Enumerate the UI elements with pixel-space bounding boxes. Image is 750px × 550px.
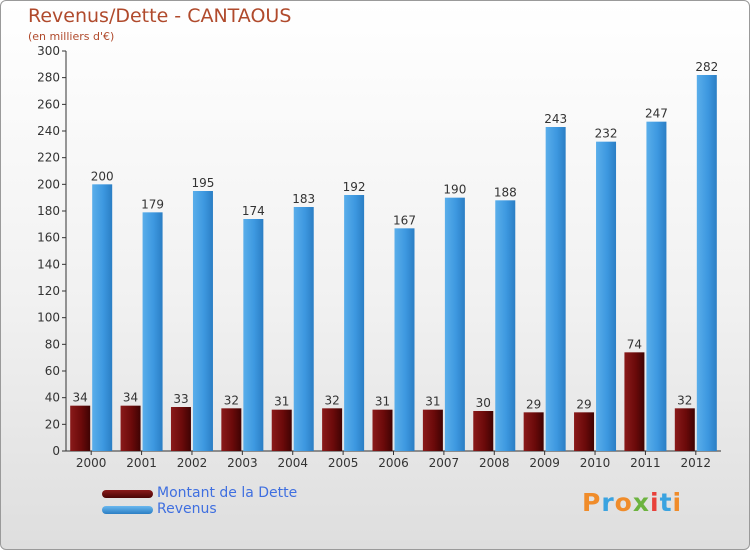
data-label-dette: 29 bbox=[526, 397, 541, 411]
bar-revenus bbox=[344, 195, 365, 451]
bar-revenus bbox=[444, 197, 465, 451]
data-label-revenus: 195 bbox=[192, 176, 215, 190]
bar-dette bbox=[574, 412, 595, 451]
data-label-revenus: 190 bbox=[443, 183, 466, 197]
data-label-dette: 32 bbox=[677, 393, 692, 407]
data-label-revenus: 174 bbox=[242, 204, 265, 218]
x-tick-label: 2003 bbox=[227, 456, 258, 470]
y-tick-label: 0 bbox=[52, 444, 60, 458]
data-label-revenus: 243 bbox=[544, 112, 567, 126]
bar-dette bbox=[473, 411, 494, 451]
data-label-dette: 29 bbox=[576, 397, 591, 411]
logo-letter: x bbox=[632, 488, 650, 517]
bar-dette bbox=[372, 409, 393, 451]
x-tick-label: 2008 bbox=[479, 456, 510, 470]
data-label-revenus: 247 bbox=[645, 107, 668, 121]
bar-revenus bbox=[92, 184, 113, 452]
bar-revenus bbox=[495, 200, 516, 451]
bar-dette bbox=[271, 409, 292, 451]
y-tick-label: 240 bbox=[37, 124, 60, 138]
y-tick-label: 200 bbox=[37, 177, 60, 191]
proxiti-logo: Proxiti bbox=[582, 488, 682, 517]
data-label-dette: 31 bbox=[375, 395, 390, 409]
bar-revenus bbox=[192, 191, 213, 451]
y-tick-label: 180 bbox=[37, 204, 60, 218]
bar-dette bbox=[120, 405, 141, 451]
x-tick-label: 2006 bbox=[378, 456, 409, 470]
bar-revenus bbox=[293, 207, 314, 451]
bar-dette bbox=[674, 408, 695, 451]
y-tick-label: 100 bbox=[37, 311, 60, 325]
bar-dette bbox=[422, 409, 443, 451]
bar-revenus bbox=[596, 141, 617, 451]
x-tick-label: 2011 bbox=[630, 456, 661, 470]
bar-revenus bbox=[646, 121, 667, 452]
chart-title: Revenus/Dette - CANTAOUS bbox=[28, 5, 292, 27]
logo-letter: i bbox=[650, 488, 660, 517]
chart-subtitle: (en milliers d'€) bbox=[28, 30, 115, 43]
data-label-revenus: 200 bbox=[91, 169, 114, 183]
bar-revenus bbox=[545, 127, 566, 451]
legend-swatch-dette bbox=[102, 490, 153, 498]
y-tick-label: 20 bbox=[45, 417, 60, 431]
y-tick-label: 120 bbox=[37, 284, 60, 298]
bar-dette bbox=[170, 407, 191, 451]
x-tick-label: 2009 bbox=[529, 456, 560, 470]
y-tick-label: 60 bbox=[45, 364, 60, 378]
data-label-revenus: 188 bbox=[494, 185, 517, 199]
x-tick-label: 2000 bbox=[76, 456, 107, 470]
data-label-dette: 30 bbox=[476, 396, 491, 410]
x-tick-label: 2002 bbox=[177, 456, 208, 470]
bar-dette bbox=[322, 408, 343, 451]
bar-revenus bbox=[394, 228, 415, 451]
bar-dette bbox=[624, 352, 645, 451]
bar-revenus bbox=[696, 75, 717, 451]
data-label-dette: 74 bbox=[627, 337, 642, 351]
logo-letter: i bbox=[672, 488, 683, 517]
data-label-revenus: 179 bbox=[141, 197, 164, 211]
x-tick-label: 2001 bbox=[126, 456, 157, 470]
data-label-dette: 32 bbox=[324, 393, 339, 407]
data-label-revenus: 232 bbox=[595, 127, 618, 141]
data-label-revenus: 183 bbox=[292, 192, 315, 206]
data-label-dette: 33 bbox=[173, 392, 188, 406]
y-tick-label: 300 bbox=[37, 44, 60, 58]
bar-dette bbox=[70, 405, 91, 451]
x-tick-label: 2012 bbox=[681, 456, 712, 470]
data-label-revenus: 192 bbox=[343, 180, 366, 194]
y-tick-label: 220 bbox=[37, 151, 60, 165]
logo-letter: t bbox=[659, 488, 673, 517]
logo-letter: P bbox=[582, 488, 602, 517]
x-tick-label: 2005 bbox=[328, 456, 359, 470]
y-tick-label: 160 bbox=[37, 231, 60, 245]
data-label-revenus: 282 bbox=[695, 60, 718, 74]
x-tick-label: 2010 bbox=[580, 456, 611, 470]
legend-label-dette: Montant de la Dette bbox=[157, 485, 298, 501]
bar-dette bbox=[221, 408, 242, 451]
bar-dette bbox=[523, 412, 544, 451]
x-tick-label: 2004 bbox=[277, 456, 308, 470]
legend-swatch-revenus bbox=[102, 506, 153, 514]
y-tick-label: 280 bbox=[37, 71, 60, 85]
data-label-dette: 34 bbox=[123, 391, 138, 405]
data-labels: 34 200 34 179 33 195 32 174 31 183 32 192 31 167 31 190… bbox=[73, 60, 719, 411]
y-tick-label: 40 bbox=[45, 391, 60, 405]
logo-letter: o bbox=[614, 488, 633, 517]
bars bbox=[70, 75, 717, 452]
y-tick-label: 260 bbox=[37, 97, 60, 111]
logo-letter: r bbox=[601, 488, 615, 517]
data-label-dette: 31 bbox=[274, 395, 289, 409]
data-label-dette: 32 bbox=[224, 393, 239, 407]
data-label-dette: 31 bbox=[425, 395, 440, 409]
y-tick-label: 80 bbox=[45, 337, 60, 351]
x-tick-label: 2007 bbox=[429, 456, 460, 470]
bar-revenus bbox=[142, 212, 163, 451]
legend-label-revenus: Revenus bbox=[157, 501, 217, 517]
bar-revenus bbox=[243, 219, 264, 451]
data-label-revenus: 167 bbox=[393, 213, 416, 227]
y-tick-label: 140 bbox=[37, 257, 60, 271]
data-label-dette: 34 bbox=[73, 391, 88, 405]
